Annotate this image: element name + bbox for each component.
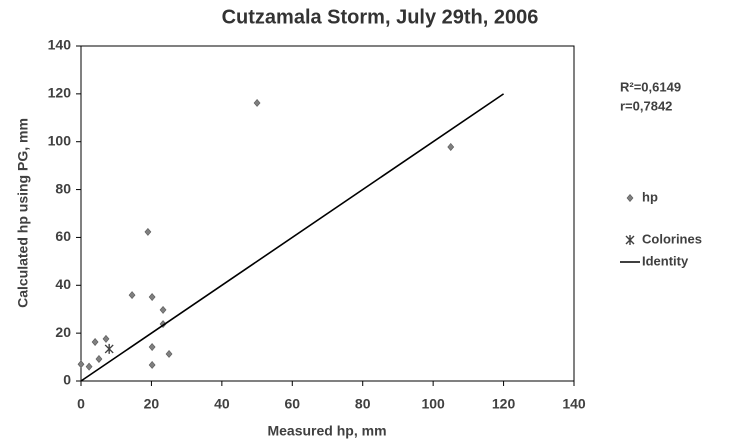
legend-swatch	[625, 235, 635, 245]
plot-frame	[80, 45, 575, 382]
y-axis-label: Calculated hp using PG, mm	[15, 118, 31, 308]
y-tick-label: 80	[55, 180, 71, 196]
annotation: r=0,7842	[620, 98, 672, 113]
chart-title: Cutzamala Storm, July 29th, 2006	[222, 6, 539, 28]
data-point	[102, 334, 110, 343]
y-tick-label: 0	[63, 372, 71, 388]
y-tick-label: 100	[48, 132, 72, 148]
legend-label: hp	[642, 189, 658, 204]
x-tick-label: 60	[284, 396, 300, 412]
identity-line	[80, 93, 505, 382]
data-point	[148, 343, 156, 351]
y-tick-label: 20	[55, 324, 71, 340]
x-tick-label: 140	[562, 396, 586, 412]
y-tick-label: 60	[55, 228, 71, 244]
legend-label: Identity	[642, 253, 689, 268]
data-point	[447, 143, 455, 151]
legend-label: Colorines	[642, 231, 702, 246]
x-tick-label: 80	[355, 396, 371, 412]
data-point	[165, 350, 173, 358]
data-point	[159, 305, 167, 314]
data-point	[128, 291, 136, 300]
annotation: R²=0,6149	[620, 79, 681, 94]
data-point	[148, 293, 156, 301]
data-point	[159, 320, 167, 329]
data-point	[91, 338, 99, 346]
y-tick-label: 120	[48, 85, 72, 101]
x-tick-label: 40	[214, 396, 230, 412]
legend-swatch	[626, 194, 634, 202]
data-point	[253, 98, 261, 107]
y-tick-label: 40	[55, 276, 71, 292]
x-tick-label: 0	[77, 396, 85, 412]
x-tick-label: 120	[492, 396, 516, 412]
y-tick-label: 140	[48, 37, 72, 53]
data-point	[85, 362, 93, 371]
x-axis-label: Measured hp, mm	[267, 423, 386, 439]
data-point	[148, 361, 156, 369]
x-tick-label: 100	[421, 396, 445, 412]
data-point	[95, 355, 103, 363]
data-point	[144, 227, 152, 236]
data-point	[77, 360, 85, 369]
data-point	[104, 343, 114, 354]
x-tick-label: 20	[144, 396, 160, 412]
